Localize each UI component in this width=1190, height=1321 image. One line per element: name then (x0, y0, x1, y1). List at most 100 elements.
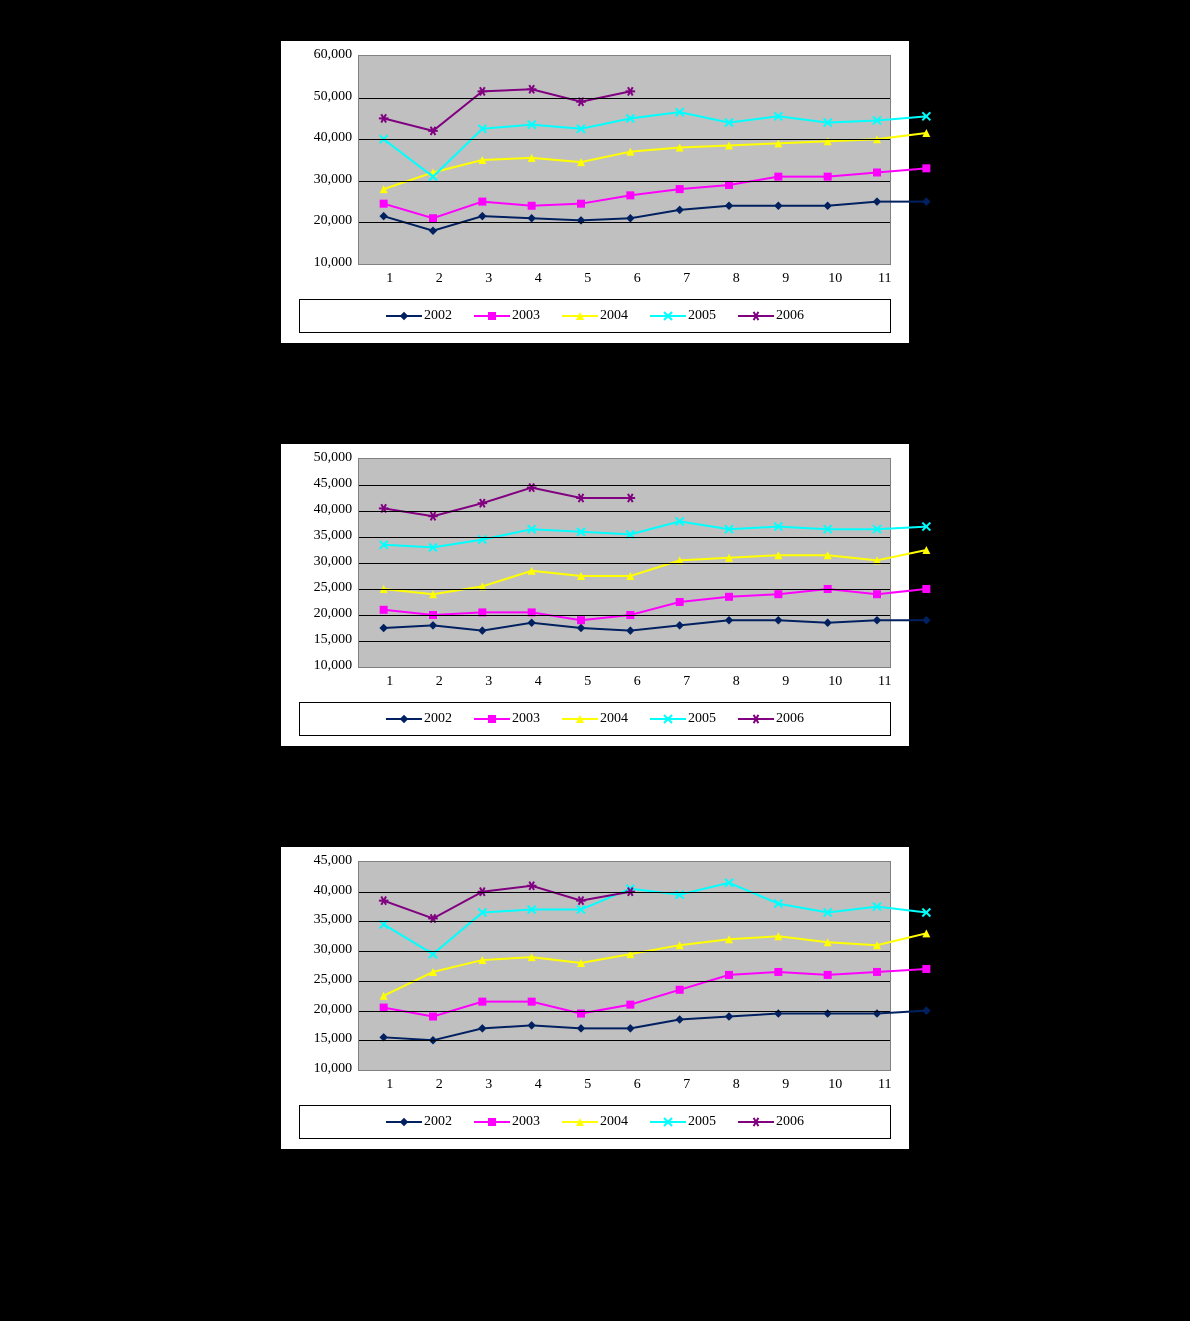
y-tick-label: 20,000 (314, 213, 353, 229)
gridline (359, 511, 890, 512)
legend: 2002 2003 2004 2005 2006 (299, 299, 891, 333)
x-tick-label: 7 (662, 674, 712, 690)
plot-wrap: 10,00020,00030,00040,00050,00060,000 (299, 55, 891, 265)
y-tick-label: 25,000 (314, 972, 353, 988)
y-tick-label: 50,000 (314, 89, 353, 105)
legend-item-2003: 2003 (474, 308, 540, 324)
gridline (359, 1040, 890, 1041)
y-tick-label: 30,000 (314, 172, 353, 188)
y-axis: 10,00015,00020,00025,00030,00035,00040,0… (299, 458, 358, 668)
y-tick-label: 30,000 (314, 942, 353, 958)
legend: 2002 2003 2004 2005 2006 (299, 1105, 891, 1139)
legend-item-2002: 2002 (386, 1114, 452, 1130)
gridline (359, 1011, 890, 1012)
x-tick-label: 7 (662, 271, 712, 287)
x-tick-label: 8 (712, 1077, 762, 1093)
x-tick-label: 12 (910, 271, 960, 287)
series-line-2002 (384, 620, 927, 630)
y-tick-label: 45,000 (314, 476, 353, 492)
series-line-2004 (384, 933, 927, 995)
gridline (359, 921, 890, 922)
x-tick-label: 11 (860, 271, 910, 287)
x-tick-label: 9 (761, 271, 811, 287)
legend-label: 2005 (688, 308, 716, 324)
y-tick-label: 25,000 (314, 580, 353, 596)
x-tick-label: 6 (613, 674, 663, 690)
x-tick-label: 5 (563, 271, 613, 287)
legend-item-2005: 2005 (650, 1114, 716, 1130)
legend-label: 2003 (512, 308, 540, 324)
series-line-2006 (384, 89, 631, 131)
y-tick-label: 20,000 (314, 1002, 353, 1018)
gridline (359, 563, 890, 564)
x-tick-label: 2 (415, 271, 465, 287)
y-tick-label: 40,000 (314, 883, 353, 899)
y-tick-label: 10,000 (314, 255, 353, 271)
gridline (359, 98, 890, 99)
x-tick-label: 11 (860, 1077, 910, 1093)
chart-caption: 图 8．进口商品总值（亿美元） (280, 1180, 910, 1209)
x-tick-label: 3 (464, 271, 514, 287)
legend-item-2003: 2003 (474, 711, 540, 727)
y-tick-label: 10,000 (314, 658, 353, 674)
legend-item-2004: 2004 (562, 1114, 628, 1130)
gridline (359, 892, 890, 893)
x-tick-label: 9 (761, 674, 811, 690)
gridline (359, 537, 890, 538)
x-tick-label: 7 (662, 1077, 712, 1093)
y-axis: 10,00020,00030,00040,00050,00060,000 (299, 55, 358, 265)
x-tick-label: 4 (514, 271, 564, 287)
legend-item-2006: 2006 (738, 711, 804, 727)
plot-wrap: 10,00015,00020,00025,00030,00035,00040,0… (299, 458, 891, 668)
x-axis: 123456789101112 (365, 1071, 959, 1093)
gridline (359, 181, 890, 182)
x-tick-label: 3 (464, 674, 514, 690)
legend-label: 2004 (600, 308, 628, 324)
plot-svg (359, 862, 951, 1070)
x-tick-label: 1 (365, 271, 415, 287)
x-tick-label: 10 (811, 1077, 861, 1093)
legend-item-2002: 2002 (386, 711, 452, 727)
x-tick-label: 3 (464, 1077, 514, 1093)
x-tick-label: 11 (860, 674, 910, 690)
gridline (359, 951, 890, 952)
x-tick-label: 4 (514, 674, 564, 690)
y-tick-label: 15,000 (314, 632, 353, 648)
legend-label: 2002 (424, 711, 452, 727)
series-line-2004 (384, 550, 927, 594)
gridline (359, 981, 890, 982)
gridline (359, 222, 890, 223)
gridline (359, 615, 890, 616)
plot-area (358, 458, 891, 668)
legend-item-2003: 2003 (474, 1114, 540, 1130)
legend-label: 2004 (600, 711, 628, 727)
x-tick-label: 10 (811, 271, 861, 287)
x-tick-label: 12 (910, 674, 960, 690)
y-tick-label: 40,000 (314, 130, 353, 146)
chart-block-export: 10,00015,00020,00025,00030,00035,00040,0… (280, 443, 910, 806)
y-tick-label: 10,000 (314, 1061, 353, 1077)
legend-item-2006: 2006 (738, 308, 804, 324)
series-line-2006 (384, 886, 631, 919)
y-tick-label: 30,000 (314, 554, 353, 570)
chart-card: 10,00015,00020,00025,00030,00035,00040,0… (280, 443, 910, 747)
legend-item-2002: 2002 (386, 308, 452, 324)
plot-svg (359, 56, 951, 264)
legend-label: 2006 (776, 711, 804, 727)
chart-caption: 图 7．出口商品总值（亿美元） (280, 777, 910, 806)
x-tick-label: 1 (365, 1077, 415, 1093)
y-tick-label: 35,000 (314, 912, 353, 928)
legend-label: 2005 (688, 1114, 716, 1130)
chart-card: 10,00020,00030,00040,00050,00060,000 123… (280, 40, 910, 344)
x-axis: 123456789101112 (365, 265, 959, 287)
x-tick-label: 2 (415, 1077, 465, 1093)
y-tick-label: 15,000 (314, 1031, 353, 1047)
x-tick-label: 4 (514, 1077, 564, 1093)
x-tick-label: 8 (712, 271, 762, 287)
gridline (359, 589, 890, 590)
x-tick-label: 5 (563, 1077, 613, 1093)
legend: 20022003200420052006 (299, 702, 891, 736)
series-line-2003 (384, 168, 927, 218)
legend-item-2006: 2006 (738, 1114, 804, 1130)
legend-item-2004: 2004 (562, 308, 628, 324)
